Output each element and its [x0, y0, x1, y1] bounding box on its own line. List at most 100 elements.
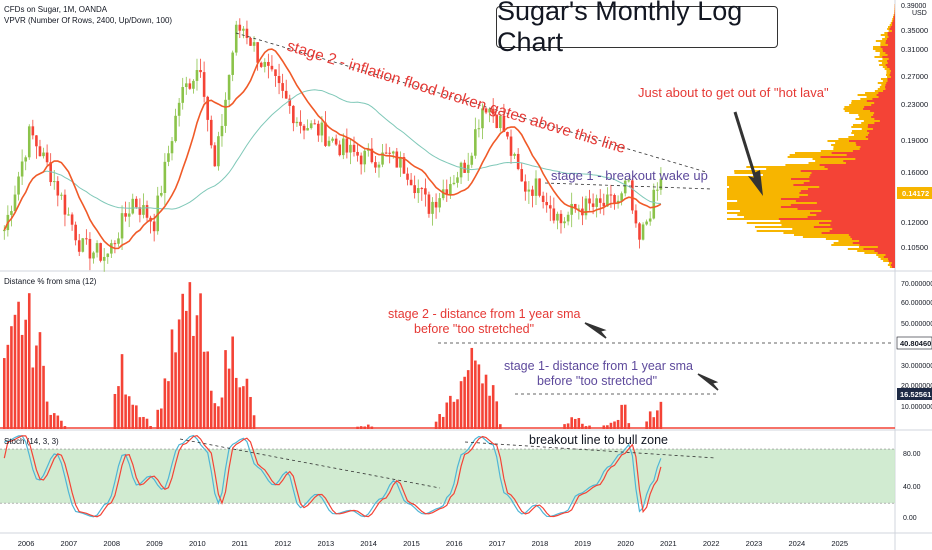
hot-lava-annotation: Just about to get out of "hot lava" — [638, 85, 829, 100]
vpvr-row-down — [831, 220, 895, 222]
candle-body — [456, 177, 459, 183]
vpvr-row-down — [874, 122, 895, 124]
last-price-label: 0.14172 — [902, 189, 929, 198]
candle-body — [38, 146, 42, 157]
candle-body — [506, 131, 509, 137]
candle-body — [292, 105, 295, 124]
vpvr-row-down — [859, 244, 895, 246]
vpvr-row-down — [855, 158, 895, 160]
distance-bar — [566, 423, 570, 429]
level-badge — [896, 336, 932, 350]
distance-bar — [138, 417, 142, 429]
vpvr-row-down — [778, 218, 895, 220]
stoch-tick-label: 40.00 — [903, 484, 921, 491]
candle-body — [438, 198, 441, 208]
candle-body — [120, 213, 124, 239]
candle-body — [631, 180, 634, 211]
vpvr-row-down — [867, 130, 895, 132]
vpvr-row-down — [819, 222, 895, 224]
vpvr-row-down — [803, 182, 895, 184]
distance-bar — [135, 405, 138, 429]
candle-body — [35, 135, 38, 147]
distance-bar — [174, 352, 177, 429]
candle-body — [102, 256, 106, 261]
candle-body — [477, 128, 481, 130]
candle-body — [288, 98, 292, 106]
distance-bar — [449, 395, 452, 429]
candle-body — [124, 213, 127, 217]
vpvr-row-down — [892, 22, 895, 24]
vpvr-row-down — [874, 250, 895, 252]
level-badge — [897, 388, 932, 400]
stage1-distance-annotation: before "too stretched" — [537, 374, 657, 388]
distance-bar — [24, 319, 27, 429]
candle-body — [163, 161, 167, 193]
candle-body — [202, 72, 206, 97]
level-label: 40.80460 — [900, 339, 931, 348]
distance-bar — [10, 326, 13, 429]
candle-body — [459, 162, 463, 178]
time-tick-label: 2008 — [103, 539, 120, 548]
candle-body — [352, 144, 356, 152]
candle-body — [327, 140, 331, 146]
hot-lava-arrow-shaft — [733, 111, 760, 187]
candle-body — [545, 201, 549, 206]
vpvr-row-down — [856, 144, 895, 146]
vpvr-row-down — [885, 88, 895, 90]
distance-bar — [438, 414, 441, 429]
stage2-distance-annotation: before "too stretched" — [414, 322, 534, 336]
distance-bar — [224, 350, 227, 429]
vpvr-row-down — [873, 114, 895, 116]
candle-body — [377, 164, 381, 168]
candle-body — [63, 194, 67, 215]
distance-bar — [184, 310, 188, 429]
candle-body — [645, 221, 648, 225]
symbol-label: CFDs on Sugar, 1M, OANDA — [4, 5, 108, 14]
candle-body — [531, 189, 534, 196]
candle-body — [445, 189, 449, 195]
vpvr-row-down — [816, 202, 895, 204]
distance-bar — [231, 336, 234, 429]
time-tick-label: 2009 — [146, 539, 163, 548]
distance-bar — [206, 351, 209, 429]
distance-bar — [481, 383, 484, 429]
time-tick-label: 2013 — [317, 539, 334, 548]
vpvr-row-down — [790, 204, 895, 206]
vpvr-row-down — [885, 64, 895, 66]
vpvr-row-down — [894, 14, 895, 16]
candle-body — [31, 126, 35, 136]
sma-12-line — [3, 48, 662, 250]
distance-tick-label: 70.000000 — [901, 281, 932, 288]
candle-body — [306, 128, 309, 131]
candle-body — [238, 24, 242, 31]
distance-bar — [577, 418, 581, 429]
vpvr-row-up — [863, 120, 895, 122]
vpvr-row-up — [879, 54, 895, 56]
candle-body — [249, 37, 252, 46]
candle-body — [638, 223, 641, 240]
vpvr-row-up — [756, 230, 895, 232]
candle-body — [74, 224, 77, 241]
vpvr-row-up — [851, 102, 895, 104]
distance-bar — [188, 282, 192, 429]
vpvr-row-down — [882, 56, 895, 58]
candle-body — [427, 194, 431, 214]
distance-bar — [495, 401, 499, 429]
vpvr-row-down — [780, 198, 895, 200]
vpvr-row-down — [889, 28, 895, 30]
time-tick-label: 2006 — [18, 539, 35, 548]
candle-body — [256, 42, 259, 63]
candle-body — [113, 243, 117, 245]
candle-body — [516, 153, 520, 170]
vpvr-row-down — [868, 138, 895, 140]
candle-body — [431, 201, 434, 214]
distance-tick-label: 10.000000 — [901, 404, 932, 411]
vpvr-row-down — [865, 136, 895, 138]
price-tick-label: 0.23000 — [901, 100, 928, 109]
candle-body — [209, 119, 213, 146]
distance-bar — [49, 414, 52, 429]
candle-body — [548, 205, 552, 209]
candle-body — [402, 156, 406, 174]
candle-body — [331, 138, 334, 141]
distance-bar — [199, 293, 202, 429]
